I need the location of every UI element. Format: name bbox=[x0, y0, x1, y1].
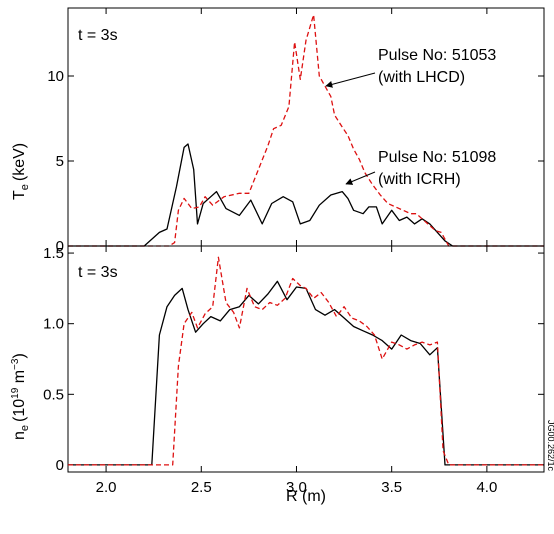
annotation-51098-line1: Pulse No: 51098 bbox=[378, 149, 496, 166]
annotation-51098-arrow bbox=[345, 171, 376, 185]
top-time-label: t = 3s bbox=[78, 27, 118, 44]
annotation-51053-arrow bbox=[325, 72, 376, 88]
bottom-xtick-label: 2.0 bbox=[96, 479, 117, 496]
top-ytick-label: 5 bbox=[56, 153, 64, 170]
top-series-51053-line bbox=[68, 14, 544, 247]
bottom-panel: 2.0 2.5 3.0 3.5 4.0 0 0.5 1.0 1.5 t = 3s ne(1019… bbox=[10, 245, 545, 496]
bottom-xtick-label: 2.5 bbox=[191, 479, 212, 496]
bottom-series-layer bbox=[68, 256, 544, 466]
bottom-series-51098-line bbox=[68, 280, 544, 466]
bottom-ytick-label: 1.0 bbox=[43, 316, 64, 333]
bottom-y-axis-label: ne(1019 m−3) bbox=[10, 353, 31, 440]
bottom-xtick-label: 3.0 bbox=[286, 479, 307, 496]
top-ytick-label: 0 bbox=[56, 238, 64, 255]
bottom-xtick-label: 3.5 bbox=[381, 479, 402, 496]
bottom-ytick-label: 1.5 bbox=[43, 245, 64, 262]
bottom-ytick-label: 0.5 bbox=[43, 386, 64, 403]
annotation-51053-line2: (with LHCD) bbox=[378, 69, 465, 86]
bottom-ytick-label: 0 bbox=[56, 457, 64, 474]
top-panel: 0 5 10 t = 3s Te(keV) Pulse No: 51053 (wit… bbox=[11, 7, 545, 255]
bottom-series-51053-line bbox=[68, 256, 544, 466]
bottom-axis-ticks: 2.0 2.5 3.0 3.5 4.0 0 0.5 1.0 1.5 bbox=[43, 245, 544, 496]
top-series-51098-line bbox=[68, 143, 544, 247]
bottom-xtick-label: 4.0 bbox=[476, 479, 497, 496]
bottom-time-label: t = 3s bbox=[78, 264, 118, 281]
annotation-51053-line1: Pulse No: 51053 bbox=[378, 47, 496, 64]
bottom-plot-frame bbox=[67, 245, 545, 473]
x-axis-label: R (m) bbox=[286, 488, 326, 505]
figure-stamp: JG00.262/1c bbox=[546, 420, 554, 472]
top-y-axis-label: Te(keV) bbox=[11, 143, 31, 200]
annotation-51098-line2: (with ICRH) bbox=[378, 171, 461, 188]
top-series-layer bbox=[68, 14, 544, 247]
top-ytick-label: 10 bbox=[47, 68, 64, 85]
